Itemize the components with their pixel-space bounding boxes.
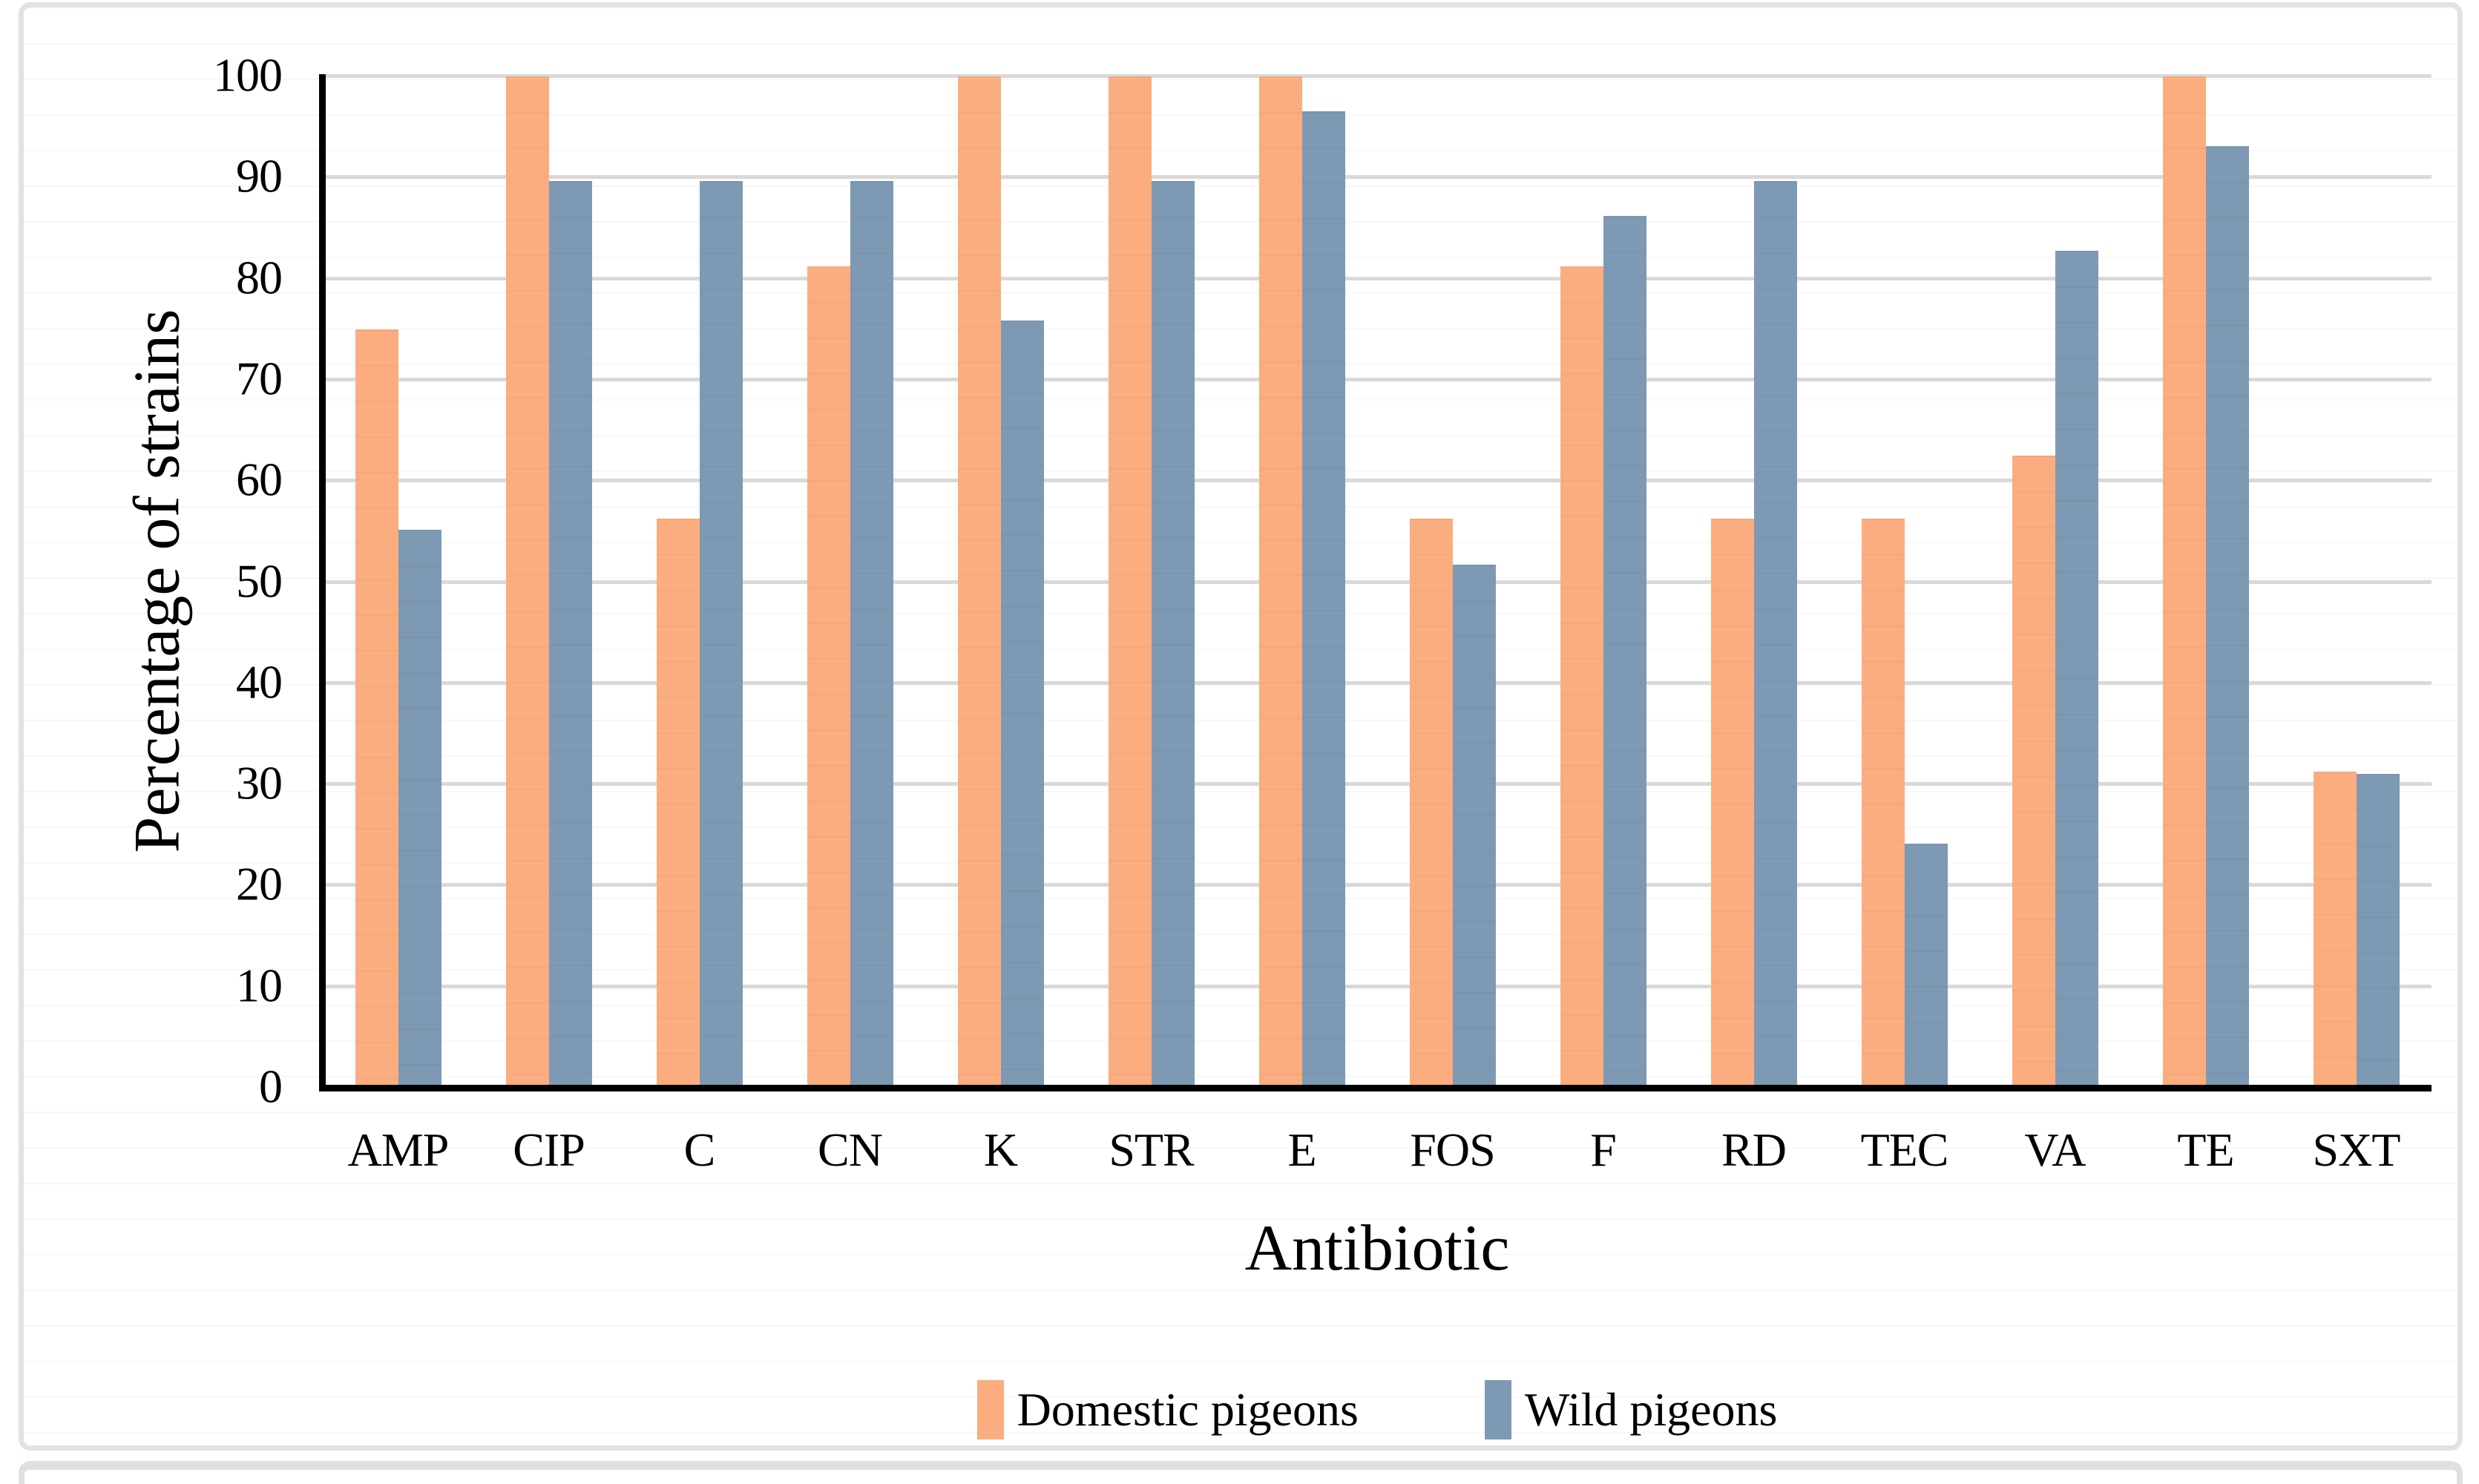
- bar-TEC-domestic-pigeons: [1861, 519, 1905, 1088]
- bar-AMP-wild-pigeons: [398, 530, 441, 1088]
- y-axis-line: [319, 74, 326, 1091]
- bar-SXT-wild-pigeons: [2356, 774, 2400, 1088]
- y-tick-labels: 0 10 20 30 40 50 60 70 80 90 100: [96, 49, 283, 1113]
- x-category-TEC: TEC: [1860, 1123, 1949, 1176]
- y-tick-30: 30: [236, 756, 283, 810]
- figure-panel: 0 10 20 30 40 50 60 70 80 90 100 AMP CIP C CN K STR E FOS…: [19, 2, 2463, 1451]
- bar-F-domestic-pigeons: [1560, 266, 1603, 1088]
- y-tick-20: 20: [236, 857, 283, 910]
- legend: Domestic pigeons Wild pigeons: [323, 1374, 2432, 1445]
- bar-TE-domestic-pigeons: [2162, 76, 2206, 1088]
- y-tick-40: 40: [236, 655, 283, 709]
- x-category-AMP: AMP: [347, 1123, 450, 1176]
- gridline-30: [323, 782, 2432, 787]
- x-category-STR: STR: [1109, 1123, 1194, 1176]
- bar-VA-wild-pigeons: [2055, 250, 2098, 1088]
- x-category-K: K: [983, 1123, 1018, 1176]
- bar-K-wild-pigeons: [1000, 321, 1044, 1088]
- y-tick-80: 80: [236, 251, 283, 304]
- bar-STR-wild-pigeons: [1151, 180, 1195, 1088]
- bar-SXT-domestic-pigeons: [2313, 772, 2357, 1088]
- bar-RD-domestic-pigeons: [1710, 519, 1754, 1088]
- gridline-50: [323, 580, 2432, 584]
- legend-label: Wild pigeons: [1524, 1383, 1778, 1436]
- x-category-CN: CN: [818, 1123, 883, 1176]
- gridline-100: [323, 74, 2432, 78]
- x-category-E: E: [1287, 1123, 1316, 1176]
- bar-STR-domestic-pigeons: [1108, 76, 1152, 1088]
- bar-F-wild-pigeons: [1603, 215, 1646, 1088]
- y-tick-100: 100: [213, 48, 283, 102]
- bar-AMP-domestic-pigeons: [355, 329, 398, 1088]
- legend-item-wild-pigeons: Wild pigeons: [1484, 1380, 1778, 1439]
- x-category-F: F: [1590, 1123, 1617, 1176]
- legend-swatch-icon: [1484, 1380, 1511, 1439]
- bar-TEC-wild-pigeons: [1904, 843, 1948, 1088]
- x-axis-title: Antibiotic: [1244, 1212, 1510, 1284]
- legend-item-domestic-pigeons: Domestic pigeons: [976, 1380, 1359, 1439]
- bar-VA-domestic-pigeons: [2012, 456, 2055, 1088]
- gridline-90: [323, 175, 2432, 180]
- bar-FOS-domestic-pigeons: [1409, 519, 1453, 1088]
- gridline-60: [323, 479, 2432, 483]
- legend-swatch-icon: [976, 1380, 1004, 1439]
- legend-label: Domestic pigeons: [1017, 1383, 1359, 1436]
- x-axis-line: [319, 1085, 2432, 1091]
- bar-CN-wild-pigeons: [850, 180, 893, 1088]
- x-category-VA: VA: [2024, 1123, 2086, 1176]
- gridline-70: [323, 377, 2432, 381]
- y-axis-title: Percentage of strains: [121, 309, 194, 853]
- bar-CN-domestic-pigeons: [807, 266, 850, 1088]
- plot-area: [323, 74, 2432, 1088]
- y-tick-10: 10: [236, 959, 283, 1012]
- x-category-TE: TE: [2177, 1123, 2234, 1176]
- y-tick-0: 0: [259, 1060, 283, 1113]
- next-panel-top-edge: [19, 1461, 2463, 1484]
- gridline-10: [323, 984, 2432, 988]
- gridline-20: [323, 883, 2432, 887]
- x-category-SXT: SXT: [2312, 1123, 2401, 1176]
- bar-RD-wild-pigeons: [1753, 180, 1797, 1088]
- x-category-RD: RD: [1721, 1123, 1787, 1176]
- y-tick-60: 60: [236, 453, 283, 506]
- gridline-40: [323, 680, 2432, 685]
- bar-E-wild-pigeons: [1301, 111, 1345, 1088]
- x-category-CIP: CIP: [513, 1123, 585, 1176]
- bar-C-wild-pigeons: [699, 180, 743, 1088]
- bar-C-domestic-pigeons: [656, 519, 700, 1088]
- x-category-C: C: [683, 1123, 716, 1176]
- y-tick-50: 50: [236, 554, 283, 608]
- bar-FOS-wild-pigeons: [1452, 565, 1496, 1088]
- bar-CIP-wild-pigeons: [548, 180, 592, 1088]
- x-category-FOS: FOS: [1410, 1123, 1495, 1176]
- bar-E-domestic-pigeons: [1258, 76, 1302, 1088]
- y-tick-70: 70: [236, 352, 283, 405]
- bar-K-domestic-pigeons: [957, 76, 1001, 1088]
- x-category-labels: AMP CIP C CN K STR E FOS F RD TEC VA TE SXT: [323, 1123, 2432, 1189]
- bar-TE-wild-pigeons: [2205, 146, 2249, 1088]
- y-tick-90: 90: [236, 149, 283, 203]
- bar-CIP-domestic-pigeons: [505, 76, 549, 1088]
- gridline-80: [323, 276, 2432, 280]
